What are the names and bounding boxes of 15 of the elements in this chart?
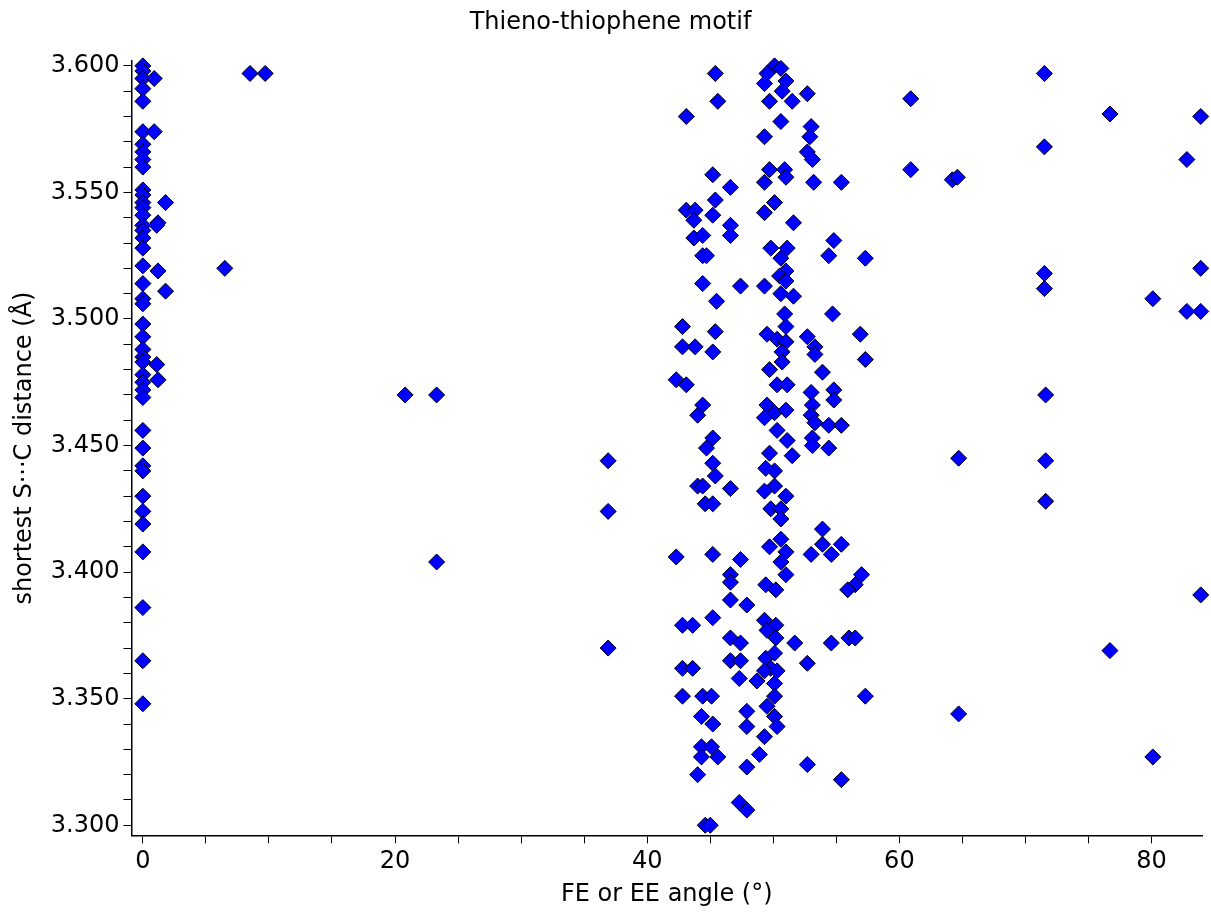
y-tick-label: 3.500 — [50, 303, 120, 332]
y-tick-label: 3.300 — [50, 809, 120, 838]
x-tick-label: 40 — [631, 846, 663, 875]
x-tick-label: 20 — [379, 846, 411, 875]
y-tick-label: 3.600 — [50, 50, 120, 79]
y-axis-title: shortest S···C distance (Å) — [7, 291, 37, 605]
y-tick-label: 3.550 — [50, 176, 120, 205]
x-axis-title: FE or EE angle (°) — [560, 878, 773, 907]
x-tick-label: 80 — [1136, 846, 1167, 875]
y-tick-label: 3.400 — [50, 556, 120, 585]
y-tick-label: 3.350 — [50, 682, 120, 711]
x-tick-label: 60 — [884, 846, 915, 875]
x-tick-label: 0 — [135, 846, 151, 875]
y-tick-label: 3.450 — [50, 429, 120, 458]
chart-title: Thieno-thiophene motif — [468, 6, 752, 35]
